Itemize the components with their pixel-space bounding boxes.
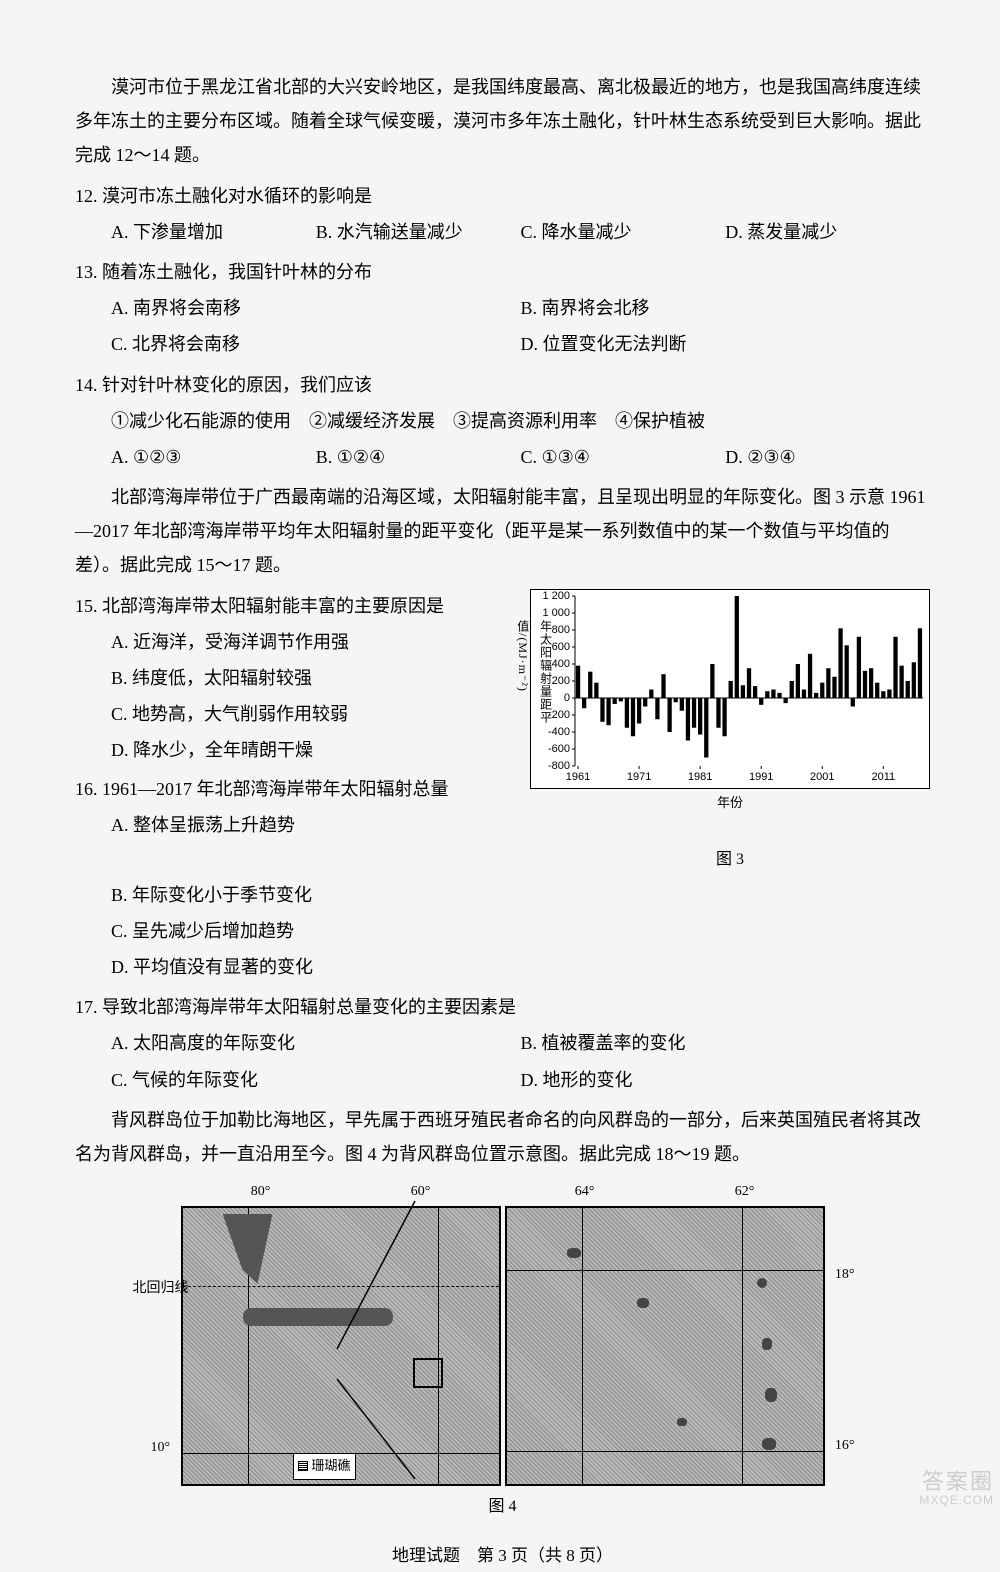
map-right-panel: 18° 16° [505, 1206, 825, 1486]
svg-text:1971: 1971 [627, 771, 651, 783]
chart3-svg: -800-600-400-20002004006008001 0001 2001… [531, 590, 931, 790]
q14-opt-b: B. ①②④ [316, 440, 521, 474]
map-right-lons: 64° 62° [505, 1179, 825, 1206]
watermark-main: 答案圈 [922, 1469, 994, 1494]
svg-text:1991: 1991 [749, 771, 773, 783]
q17-stem: 17. 导致北部湾海岸带年太阳辐射总量变化的主要因素是 [75, 990, 930, 1024]
q15-stem: 15. 北部湾海岸带太阳辐射能丰富的主要原因是 [75, 589, 520, 623]
chart3-box: 年太阳辐射量距平值/(MJ·m⁻²) -800-600-400-20002004… [530, 589, 930, 789]
page-footer: 地理试题 第 3 页（共 8 页） [75, 1540, 930, 1572]
q15-opt-c: C. 地势高，大气削弱作用较弱 [111, 697, 520, 731]
q13-opt-b: B. 南界将会北移 [521, 291, 931, 325]
svg-text:0: 0 [564, 692, 570, 704]
q16-opt-d: D. 平均值没有显著的变化 [111, 950, 930, 984]
q16-opt-a-wrap: A. 整体呈振荡上升趋势 [75, 808, 520, 842]
q13-opt-c: C. 北界将会南移 [111, 327, 521, 361]
q17-opt-a: A. 太阳高度的年际变化 [111, 1026, 521, 1060]
q15-opt-a: A. 近海洋，受海洋调节作用强 [111, 625, 520, 659]
svg-text:2001: 2001 [810, 771, 834, 783]
svg-text:1 000: 1 000 [542, 607, 570, 619]
q17-options-row2: C. 气候的年际变化 D. 地形的变化 [75, 1063, 930, 1097]
q12-opt-a: A. 下渗量增加 [111, 215, 316, 249]
q12-opt-b: B. 水汽输送量减少 [316, 215, 521, 249]
reef-legend: 珊瑚礁 [293, 1453, 356, 1480]
q15-options: A. 近海洋，受海洋调节作用强 B. 纬度低，太阳辐射较强 C. 地势高，大气削… [75, 625, 520, 768]
q17-opt-c: C. 气候的年际变化 [111, 1063, 521, 1097]
chart3-xlabel: 年份 [530, 791, 930, 816]
lon-80: 80° [251, 1179, 271, 1206]
q14-opt-c: C. ①③④ [521, 440, 726, 474]
q16-stem: 16. 1961—2017 年北部湾海岸带年太阳辐射总量 [75, 772, 520, 806]
map-left-panel: 北回归线 10° 珊瑚礁 [181, 1206, 501, 1486]
q17-opt-d: D. 地形的变化 [521, 1063, 931, 1097]
svg-text:1961: 1961 [566, 771, 590, 783]
q12-opt-c: C. 降水量减少 [521, 215, 726, 249]
q13-options-row2: C. 北界将会南移 D. 位置变化无法判断 [75, 327, 930, 361]
q14-stem: 14. 针对针叶林变化的原因，我们应该 [75, 368, 930, 402]
q14-options: A. ①②③ B. ①②④ C. ①③④ D. ②③④ [75, 440, 930, 474]
q12-stem: 12. 漠河市冻土融化对水循环的影响是 [75, 179, 930, 213]
passage2-intro: 北部湾海岸带位于广西最南端的沿海区域，太阳辐射能丰富，且呈现出明显的年际变化。图… [75, 480, 930, 583]
q15-opt-b: B. 纬度低，太阳辐射较强 [111, 661, 520, 695]
q13-opt-d: D. 位置变化无法判断 [521, 327, 931, 361]
reef-icon [298, 1461, 308, 1471]
map4-caption: 图 4 [75, 1492, 930, 1522]
q12-options: A. 下渗量增加 B. 水汽输送量减少 C. 降水量减少 D. 蒸发量减少 [75, 215, 930, 249]
q15-opt-d: D. 降水少，全年晴朗干燥 [111, 733, 520, 767]
q13-stem: 13. 随着冻土融化，我国针叶林的分布 [75, 255, 930, 289]
q14-opt-a: A. ①②③ [111, 440, 316, 474]
lat-18: 18° [835, 1262, 855, 1289]
q14: 14. 针对针叶林变化的原因，我们应该 ①减少化石能源的使用 ②减缓经济发展 ③… [75, 368, 930, 475]
svg-text:1981: 1981 [688, 771, 712, 783]
q15-q16-block: 15. 北部湾海岸带太阳辐射能丰富的主要原因是 A. 近海洋，受海洋调节作用强 … [75, 589, 930, 876]
q17-options-row1: A. 太阳高度的年际变化 B. 植被覆盖率的变化 [75, 1026, 930, 1060]
q17: 17. 导致北部湾海岸带年太阳辐射总量变化的主要因素是 A. 太阳高度的年际变化… [75, 990, 930, 1097]
svg-text:2011: 2011 [871, 771, 895, 783]
q13-options-row1: A. 南界将会南移 B. 南界将会北移 [75, 291, 930, 325]
q16-opt-b: B. 年际变化小于季节变化 [111, 878, 930, 912]
passage1-intro: 漠河市位于黑龙江省北部的大兴安岭地区，是我国纬度最高、离北极最近的地方，也是我国… [75, 70, 930, 173]
lon-60: 60° [411, 1179, 431, 1206]
q13: 13. 随着冻土融化，我国针叶林的分布 A. 南界将会南移 B. 南界将会北移 … [75, 255, 930, 362]
q12: 12. 漠河市冻土融化对水循环的影响是 A. 下渗量增加 B. 水汽输送量减少 … [75, 179, 930, 249]
q12-opt-d: D. 蒸发量减少 [725, 215, 930, 249]
watermark: 答案圈 MXQE.COM [919, 1470, 994, 1507]
lon-62: 62° [735, 1179, 755, 1206]
q14-opt-d: D. ②③④ [725, 440, 930, 474]
tropic-label: 北回归线 [133, 1276, 189, 1303]
map-left-lons: 80° 60° [181, 1179, 501, 1206]
q16-opt-a: A. 整体呈振荡上升趋势 [111, 808, 520, 842]
q16-rest: B. 年际变化小于季节变化 C. 呈先减少后增加趋势 D. 平均值没有显著的变化 [75, 878, 930, 985]
q13-opt-a: A. 南界将会南移 [111, 291, 521, 325]
svg-text:1 200: 1 200 [542, 590, 570, 602]
chart3-caption: 图 3 [530, 845, 930, 875]
reef-label: 珊瑚礁 [312, 1454, 351, 1479]
figure-4: 80° 60° 北回归线 10° [75, 1179, 930, 1522]
passage3-intro: 背风群岛位于加勒比海地区，早先属于西班牙殖民者命名的向风群岛的一部分，后来英国殖… [75, 1103, 930, 1171]
q14-circled: ①减少化石能源的使用 ②减缓经济发展 ③提高资源利用率 ④保护植被 [75, 404, 930, 438]
q17-opt-b: B. 植被覆盖率的变化 [521, 1026, 931, 1060]
watermark-sub: MXQE.COM [919, 1494, 994, 1507]
lat-16: 16° [835, 1433, 855, 1460]
figure-3: 年太阳辐射量距平值/(MJ·m⁻²) -800-600-400-20002004… [530, 589, 930, 876]
chart3-ylabel: 年太阳辐射量距平值/(MJ·m⁻²) [511, 620, 557, 788]
lon-64: 64° [575, 1179, 595, 1206]
q16-opt-c: C. 呈先减少后增加趋势 [111, 914, 930, 948]
lat-10: 10° [151, 1435, 171, 1462]
